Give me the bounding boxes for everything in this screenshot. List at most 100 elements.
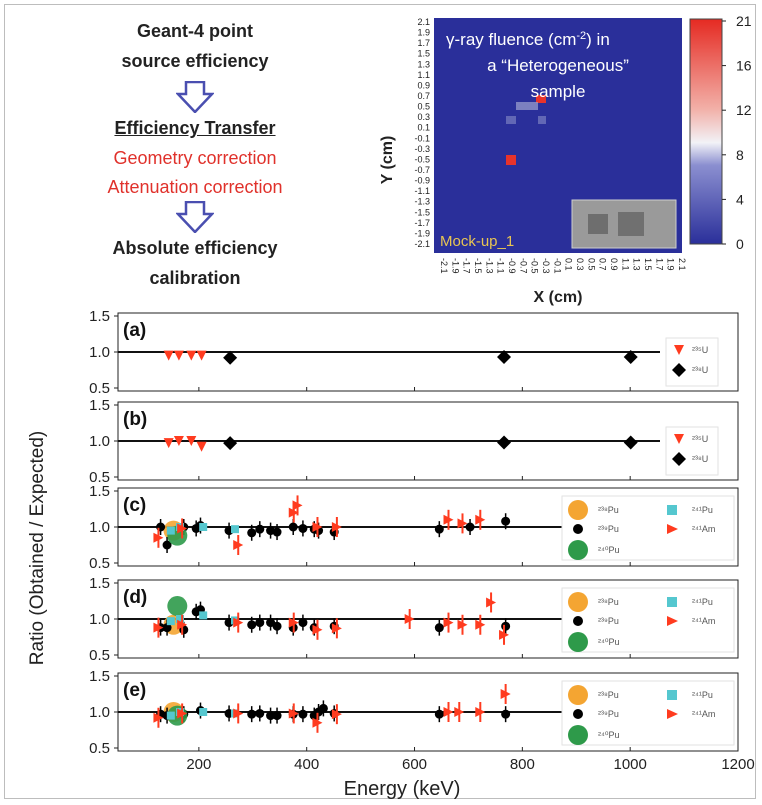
panel-label: (c) <box>123 495 146 516</box>
data-point <box>233 617 244 628</box>
data-point <box>501 516 511 526</box>
heatmap-hotspot <box>506 155 516 165</box>
data-point <box>312 717 323 728</box>
heatmap-x-tick-label: 1.3 <box>632 258 642 271</box>
data-point <box>272 621 282 631</box>
data-point <box>288 522 298 532</box>
energy-x-ticks: 200 400 600 800 1000 1200 <box>186 387 755 773</box>
data-point <box>177 523 188 534</box>
data-point <box>247 709 257 719</box>
data-point <box>292 500 303 511</box>
data-point <box>404 614 415 624</box>
data-point <box>312 522 323 532</box>
ratio-panel: 1.5 1.0 0.5 (d) ²³⁸Pu ²⁴¹Pu ²³⁹Pu ²⁴¹Am ²⁴⁰Pu <box>89 575 739 664</box>
flow-correction-attenuation: Attenuation correction <box>107 177 283 197</box>
heatmap-y-tick-label: -1.9 <box>414 228 430 238</box>
fluence-heatmap: γ-ray fluence (cm-2) in a “Heterogeneous… <box>379 13 752 306</box>
ratio-panel: 1.5 1.0 0.5 (c) ²³⁸Pu ²⁴¹Pu ²³⁹Pu ²⁴¹Am ²⁴⁰Pu <box>89 483 739 572</box>
legend-label: ²⁴⁰Pu <box>598 730 619 740</box>
legend-marker <box>568 632 588 652</box>
mockup-photo-detail <box>618 212 644 236</box>
data-point <box>173 436 184 446</box>
data-point <box>176 615 184 623</box>
data-point <box>163 438 174 449</box>
data-point <box>196 441 207 452</box>
legend-marker <box>573 524 583 534</box>
heatmap-x-tick-label: 1.7 <box>654 258 664 271</box>
colorbar-tick-label: 12 <box>736 102 752 118</box>
heatmap-y-tick-label: -1.5 <box>414 207 430 217</box>
colorbar <box>689 18 723 245</box>
legend-marker <box>672 363 686 377</box>
flow-step3-line1: Absolute efficiency <box>112 238 278 258</box>
data-point <box>177 619 188 630</box>
heatmap-y-tick-label: 0.7 <box>417 91 430 101</box>
data-point <box>457 518 468 529</box>
down-arrow-icon <box>176 201 214 233</box>
legend-label: ²³⁵U <box>692 345 708 355</box>
heatmap-x-ticks: -2.1 -1.9 -1.7 -1.5 -1.3 -1.1 -0.9 -0.7 -0.5 -0.3… <box>439 258 687 274</box>
heatmap-x-tick-label: -0.5 <box>530 258 540 274</box>
panel-legend: ²³⁵U ²³⁸U <box>665 337 719 387</box>
heatmap-warm-region <box>516 102 538 110</box>
heatmap-y-tick-label: 0.3 <box>417 112 430 122</box>
legend-marker <box>667 709 678 719</box>
legend-label: ²³⁹Pu <box>598 709 619 719</box>
y-tick-label: 1.5 <box>89 308 110 325</box>
data-point <box>454 707 465 717</box>
heatmap-x-tick-label: -0.3 <box>541 258 551 274</box>
data-point <box>247 620 257 630</box>
panel-legend: ²³⁵U ²³⁸U <box>665 426 719 476</box>
colorbar-ticks: 21 16 12 8 4 0 <box>722 13 752 252</box>
legend-box <box>561 587 735 653</box>
legend-marker <box>667 524 678 534</box>
mockup-photo-detail <box>588 214 608 234</box>
legend-marker <box>674 434 684 444</box>
y-tick-label: 0.5 <box>89 740 110 757</box>
legend-label: ²³⁸Pu <box>598 597 619 607</box>
heatmap-y-tick-label: 1.9 <box>417 28 430 38</box>
legend-box <box>561 680 735 746</box>
legend-marker <box>674 345 684 355</box>
legend-marker <box>568 540 588 560</box>
data-point <box>186 436 197 446</box>
data-point <box>247 528 257 538</box>
down-arrow-icon <box>176 81 214 113</box>
data-point <box>318 703 328 713</box>
data-point <box>475 514 486 525</box>
y-tick-label: 1.0 <box>89 611 110 628</box>
data-point <box>443 707 454 717</box>
data-point <box>153 712 164 723</box>
data-point <box>465 522 475 532</box>
y-tick-label: 1.0 <box>89 433 110 450</box>
data-point <box>233 540 244 550</box>
heatmap-title-line1: γ-ray fluence (cm-2) in <box>446 30 610 49</box>
heatmap-warm-region <box>506 116 516 124</box>
legend-box <box>561 495 735 561</box>
data-point <box>623 350 638 365</box>
legend-label: ²⁴¹Pu <box>692 597 713 607</box>
y-tick-label: 0.5 <box>89 380 110 397</box>
heatmap-x-tick-label: 0.7 <box>598 258 608 271</box>
y-tick-label: 0.5 <box>89 469 110 486</box>
heatmap-x-tick-label: -0.9 <box>507 258 517 274</box>
heatmap-y-tick-label: 0.5 <box>417 102 430 112</box>
data-point <box>443 514 454 525</box>
legend-marker <box>667 597 677 607</box>
heatmap-y-tick-label: -1.7 <box>414 218 430 228</box>
heatmap-y-axis-label: Y (cm) <box>379 136 396 185</box>
heatmap-y-tick-label: -2.1 <box>414 239 430 249</box>
data-point <box>475 707 486 717</box>
colorbar-tick-label: 4 <box>736 191 744 207</box>
data-point <box>153 622 164 633</box>
flow-step3-line2: calibration <box>149 268 241 288</box>
legend-label: ²⁴¹Pu <box>692 505 713 515</box>
data-point <box>443 617 454 628</box>
data-point <box>255 708 265 718</box>
data-point <box>173 350 184 361</box>
y-tick-label: 1.0 <box>89 344 110 361</box>
data-point <box>266 711 276 721</box>
data-point <box>288 617 299 628</box>
legend-label: ²⁴⁰Pu <box>598 637 619 647</box>
data-point <box>199 708 208 716</box>
